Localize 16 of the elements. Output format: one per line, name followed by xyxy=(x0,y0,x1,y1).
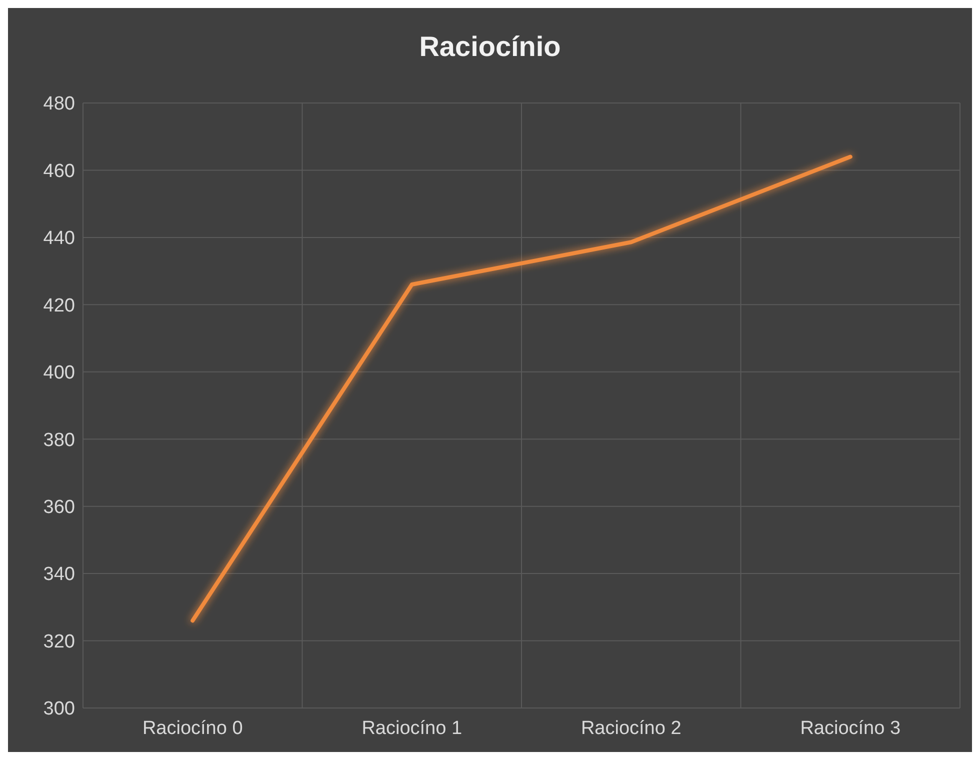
y-tick-label: 440 xyxy=(43,228,75,250)
y-tick-label: 400 xyxy=(43,362,75,384)
x-tick-label: Raciocíno 1 xyxy=(362,718,462,739)
chart-title: Raciocínio xyxy=(419,31,561,62)
x-tick-label: Raciocíno 2 xyxy=(580,718,682,739)
y-tick-label: 320 xyxy=(43,631,75,652)
line-series xyxy=(190,154,852,623)
y-tick-label: 300 xyxy=(43,698,75,720)
x-tick-label: Raciocíno 0 xyxy=(142,718,243,739)
y-tick-label: 360 xyxy=(43,496,75,518)
y-tick-label: 480 xyxy=(43,94,75,115)
y-tick-label: 420 xyxy=(43,295,75,316)
y-tick-label: 340 xyxy=(43,564,75,586)
y-tick-label: 380 xyxy=(43,430,75,451)
y-tick-label: 460 xyxy=(43,160,75,182)
x-tick-label: Raciocíno 3 xyxy=(800,718,901,739)
